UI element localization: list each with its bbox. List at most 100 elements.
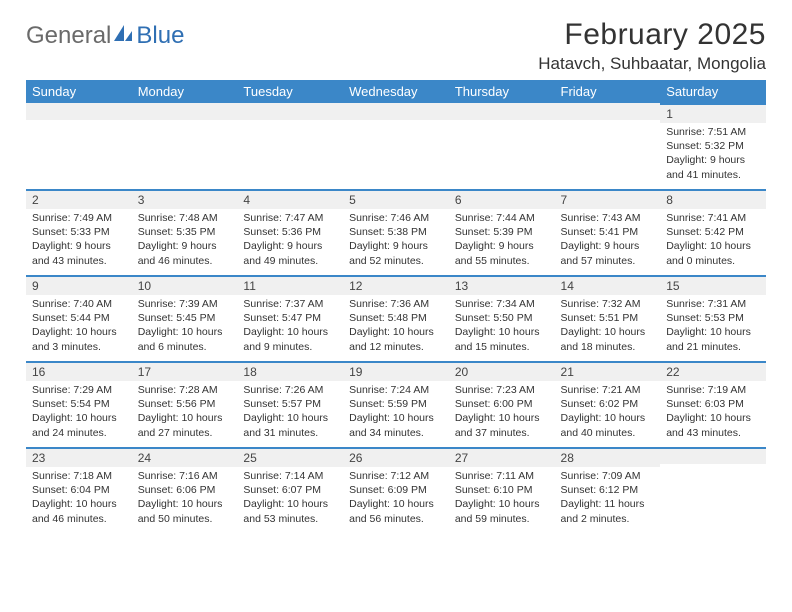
sunrise-line: Sunrise: 7:48 AM xyxy=(138,211,232,225)
calendar-day: 13Sunrise: 7:34 AMSunset: 5:50 PMDayligh… xyxy=(449,275,555,361)
daylight-line: Daylight: 10 hours and 43 minutes. xyxy=(666,411,760,439)
calendar-day: 7Sunrise: 7:43 AMSunset: 5:41 PMDaylight… xyxy=(555,189,661,275)
day-details: Sunrise: 7:51 AMSunset: 5:32 PMDaylight:… xyxy=(660,123,766,186)
calendar-day: 10Sunrise: 7:39 AMSunset: 5:45 PMDayligh… xyxy=(132,275,238,361)
daylight-line: Daylight: 9 hours and 49 minutes. xyxy=(243,239,337,267)
calendar-day: 1Sunrise: 7:51 AMSunset: 5:32 PMDaylight… xyxy=(660,103,766,189)
calendar-day: 12Sunrise: 7:36 AMSunset: 5:48 PMDayligh… xyxy=(343,275,449,361)
day-details: Sunrise: 7:26 AMSunset: 5:57 PMDaylight:… xyxy=(237,381,343,444)
calendar-day: 2Sunrise: 7:49 AMSunset: 5:33 PMDaylight… xyxy=(26,189,132,275)
daylight-line: Daylight: 10 hours and 27 minutes. xyxy=(138,411,232,439)
sunrise-line: Sunrise: 7:31 AM xyxy=(666,297,760,311)
calendar-day: 4Sunrise: 7:47 AMSunset: 5:36 PMDaylight… xyxy=(237,189,343,275)
day-number: 14 xyxy=(555,275,661,295)
day-number: 9 xyxy=(26,275,132,295)
weekday-header: Saturday xyxy=(660,80,766,103)
daylight-line: Daylight: 9 hours and 41 minutes. xyxy=(666,153,760,181)
daylight-line: Daylight: 10 hours and 15 minutes. xyxy=(455,325,549,353)
day-number: 23 xyxy=(26,447,132,467)
daylight-line: Daylight: 10 hours and 50 minutes. xyxy=(138,497,232,525)
calendar-day: 9Sunrise: 7:40 AMSunset: 5:44 PMDaylight… xyxy=(26,275,132,361)
sunrise-line: Sunrise: 7:21 AM xyxy=(561,383,655,397)
day-number: 4 xyxy=(237,189,343,209)
calendar-day: 28Sunrise: 7:09 AMSunset: 6:12 PMDayligh… xyxy=(555,447,661,533)
sunset-line: Sunset: 5:51 PM xyxy=(561,311,655,325)
sunset-line: Sunset: 6:04 PM xyxy=(32,483,126,497)
sunrise-line: Sunrise: 7:14 AM xyxy=(243,469,337,483)
sunrise-line: Sunrise: 7:49 AM xyxy=(32,211,126,225)
calendar-week: 23Sunrise: 7:18 AMSunset: 6:04 PMDayligh… xyxy=(26,447,766,533)
logo-text-a: General xyxy=(26,22,111,50)
empty-bar xyxy=(660,447,766,464)
calendar-table: SundayMondayTuesdayWednesdayThursdayFrid… xyxy=(26,80,766,533)
day-details: Sunrise: 7:49 AMSunset: 5:33 PMDaylight:… xyxy=(26,209,132,272)
day-details: Sunrise: 7:09 AMSunset: 6:12 PMDaylight:… xyxy=(555,467,661,530)
daylight-line: Daylight: 10 hours and 56 minutes. xyxy=(349,497,443,525)
sunset-line: Sunset: 5:39 PM xyxy=(455,225,549,239)
sunrise-line: Sunrise: 7:34 AM xyxy=(455,297,549,311)
weekday-header: Wednesday xyxy=(343,80,449,103)
sunrise-line: Sunrise: 7:12 AM xyxy=(349,469,443,483)
day-number: 22 xyxy=(660,361,766,381)
title-block: February 2025 Hatavch, Suhbaatar, Mongol… xyxy=(538,18,766,74)
sunrise-line: Sunrise: 7:51 AM xyxy=(666,125,760,139)
daylight-line: Daylight: 10 hours and 34 minutes. xyxy=(349,411,443,439)
day-details: Sunrise: 7:11 AMSunset: 6:10 PMDaylight:… xyxy=(449,467,555,530)
empty-bar xyxy=(26,103,132,120)
calendar-day: 21Sunrise: 7:21 AMSunset: 6:02 PMDayligh… xyxy=(555,361,661,447)
sunset-line: Sunset: 5:48 PM xyxy=(349,311,443,325)
calendar-day-empty xyxy=(660,447,766,533)
day-number: 21 xyxy=(555,361,661,381)
day-number: 8 xyxy=(660,189,766,209)
sunrise-line: Sunrise: 7:23 AM xyxy=(455,383,549,397)
day-number: 6 xyxy=(449,189,555,209)
sunrise-line: Sunrise: 7:40 AM xyxy=(32,297,126,311)
sunrise-line: Sunrise: 7:24 AM xyxy=(349,383,443,397)
day-details: Sunrise: 7:47 AMSunset: 5:36 PMDaylight:… xyxy=(237,209,343,272)
sunrise-line: Sunrise: 7:16 AM xyxy=(138,469,232,483)
calendar-day-empty xyxy=(555,103,661,189)
daylight-line: Daylight: 10 hours and 3 minutes. xyxy=(32,325,126,353)
calendar-week: 2Sunrise: 7:49 AMSunset: 5:33 PMDaylight… xyxy=(26,189,766,275)
day-details: Sunrise: 7:46 AMSunset: 5:38 PMDaylight:… xyxy=(343,209,449,272)
calendar-day: 15Sunrise: 7:31 AMSunset: 5:53 PMDayligh… xyxy=(660,275,766,361)
sunrise-line: Sunrise: 7:19 AM xyxy=(666,383,760,397)
header: General Blue February 2025 Hatavch, Suhb… xyxy=(26,18,766,74)
sunset-line: Sunset: 6:03 PM xyxy=(666,397,760,411)
weekday-header: Thursday xyxy=(449,80,555,103)
calendar-day-empty xyxy=(449,103,555,189)
location: Hatavch, Suhbaatar, Mongolia xyxy=(538,54,766,74)
day-number: 24 xyxy=(132,447,238,467)
calendar-day: 16Sunrise: 7:29 AMSunset: 5:54 PMDayligh… xyxy=(26,361,132,447)
day-details: Sunrise: 7:48 AMSunset: 5:35 PMDaylight:… xyxy=(132,209,238,272)
sunset-line: Sunset: 6:10 PM xyxy=(455,483,549,497)
daylight-line: Daylight: 10 hours and 0 minutes. xyxy=(666,239,760,267)
weekday-header: Sunday xyxy=(26,80,132,103)
day-number: 3 xyxy=(132,189,238,209)
day-number: 20 xyxy=(449,361,555,381)
calendar-day: 19Sunrise: 7:24 AMSunset: 5:59 PMDayligh… xyxy=(343,361,449,447)
day-details: Sunrise: 7:37 AMSunset: 5:47 PMDaylight:… xyxy=(237,295,343,358)
day-details: Sunrise: 7:24 AMSunset: 5:59 PMDaylight:… xyxy=(343,381,449,444)
day-details: Sunrise: 7:39 AMSunset: 5:45 PMDaylight:… xyxy=(132,295,238,358)
weekday-header: Monday xyxy=(132,80,238,103)
day-details: Sunrise: 7:36 AMSunset: 5:48 PMDaylight:… xyxy=(343,295,449,358)
sunset-line: Sunset: 5:45 PM xyxy=(138,311,232,325)
logo: General Blue xyxy=(26,18,184,50)
day-number: 16 xyxy=(26,361,132,381)
sunset-line: Sunset: 6:07 PM xyxy=(243,483,337,497)
sunrise-line: Sunrise: 7:37 AM xyxy=(243,297,337,311)
weekday-header: Tuesday xyxy=(237,80,343,103)
day-number: 19 xyxy=(343,361,449,381)
sunrise-line: Sunrise: 7:43 AM xyxy=(561,211,655,225)
sunrise-line: Sunrise: 7:36 AM xyxy=(349,297,443,311)
sunrise-line: Sunrise: 7:47 AM xyxy=(243,211,337,225)
sunset-line: Sunset: 5:41 PM xyxy=(561,225,655,239)
sunrise-line: Sunrise: 7:41 AM xyxy=(666,211,760,225)
sunset-line: Sunset: 5:33 PM xyxy=(32,225,126,239)
daylight-line: Daylight: 11 hours and 2 minutes. xyxy=(561,497,655,525)
day-number: 25 xyxy=(237,447,343,467)
sunset-line: Sunset: 5:59 PM xyxy=(349,397,443,411)
daylight-line: Daylight: 10 hours and 53 minutes. xyxy=(243,497,337,525)
sunrise-line: Sunrise: 7:29 AM xyxy=(32,383,126,397)
